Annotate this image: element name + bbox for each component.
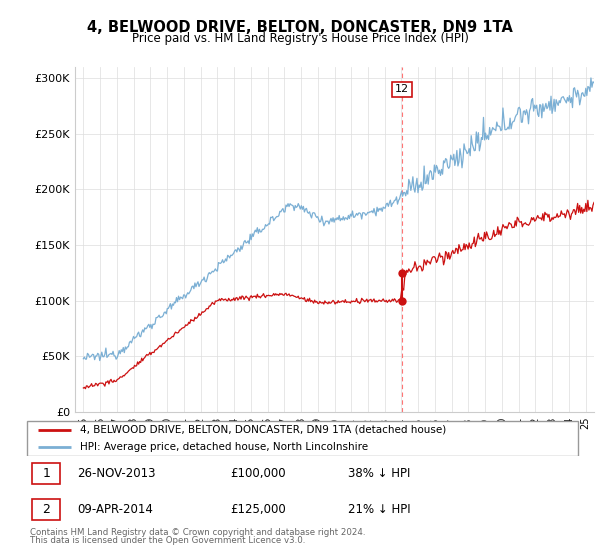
Text: 21% ↓ HPI: 21% ↓ HPI	[347, 503, 410, 516]
Text: 1: 1	[43, 467, 50, 480]
Text: 09-APR-2014: 09-APR-2014	[77, 503, 153, 516]
Text: 4, BELWOOD DRIVE, BELTON, DONCASTER, DN9 1TA (detached house): 4, BELWOOD DRIVE, BELTON, DONCASTER, DN9…	[80, 425, 446, 435]
Text: Contains HM Land Registry data © Crown copyright and database right 2024.: Contains HM Land Registry data © Crown c…	[30, 528, 365, 536]
Text: 12: 12	[395, 85, 409, 95]
Text: HPI: Average price, detached house, North Lincolnshire: HPI: Average price, detached house, Nort…	[80, 442, 368, 451]
Text: This data is licensed under the Open Government Licence v3.0.: This data is licensed under the Open Gov…	[30, 536, 305, 545]
FancyBboxPatch shape	[32, 499, 60, 520]
Text: 38% ↓ HPI: 38% ↓ HPI	[347, 467, 410, 480]
Text: £100,000: £100,000	[230, 467, 286, 480]
FancyBboxPatch shape	[27, 421, 578, 456]
FancyBboxPatch shape	[32, 463, 60, 484]
Text: 2: 2	[43, 503, 50, 516]
Text: 4, BELWOOD DRIVE, BELTON, DONCASTER, DN9 1TA: 4, BELWOOD DRIVE, BELTON, DONCASTER, DN9…	[87, 20, 513, 35]
Text: £125,000: £125,000	[230, 503, 286, 516]
Text: 26-NOV-2013: 26-NOV-2013	[77, 467, 155, 480]
Text: Price paid vs. HM Land Registry's House Price Index (HPI): Price paid vs. HM Land Registry's House …	[131, 32, 469, 45]
